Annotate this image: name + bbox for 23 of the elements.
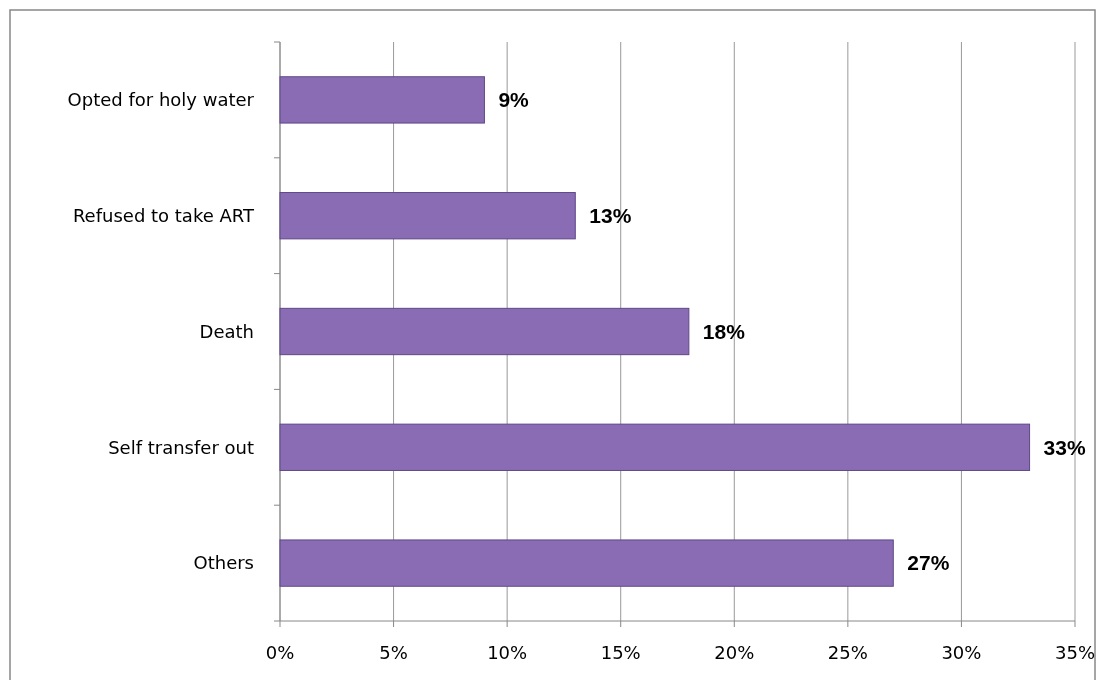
data-label: 33%: [1043, 435, 1086, 459]
x-tick-label: 35%: [1054, 642, 1096, 663]
y-tick-label: Opted for holy water: [67, 89, 255, 111]
bar: [279, 192, 576, 240]
y-tick-label: Death: [199, 320, 254, 342]
x-tick-label: 20%: [714, 642, 755, 663]
data-label: 13%: [589, 204, 632, 228]
bar: [279, 539, 894, 587]
y-tick-label: Self transfer out: [108, 436, 254, 458]
y-tick-label: Others: [193, 552, 254, 574]
x-tick-label: 0%: [265, 642, 295, 663]
x-tick-label: 10%: [487, 642, 528, 663]
x-tick-label: 15%: [600, 642, 641, 663]
x-tick-label: 25%: [827, 642, 868, 663]
bar: [279, 76, 485, 124]
bar: [279, 307, 690, 356]
data-label: 18%: [702, 319, 746, 343]
x-tick-label: 30%: [941, 642, 982, 663]
data-label: 9%: [498, 88, 530, 112]
data-label: 27%: [907, 551, 950, 575]
bar: [279, 423, 1031, 471]
y-tick-label: Refused to take ART: [72, 205, 255, 226]
x-tick-label: 5%: [379, 642, 408, 663]
